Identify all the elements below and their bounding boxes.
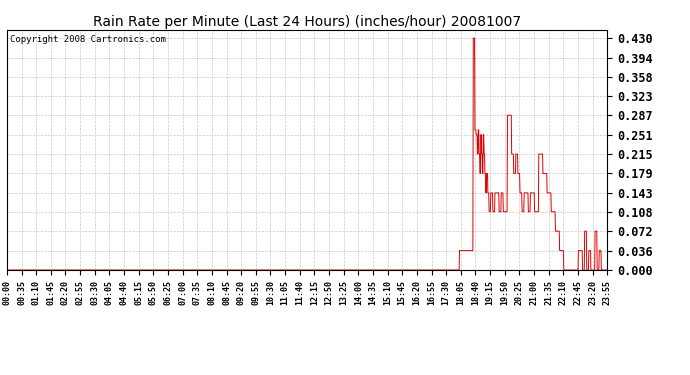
Title: Rain Rate per Minute (Last 24 Hours) (inches/hour) 20081007: Rain Rate per Minute (Last 24 Hours) (in…: [93, 15, 521, 29]
Text: Copyright 2008 Cartronics.com: Copyright 2008 Cartronics.com: [10, 35, 166, 44]
